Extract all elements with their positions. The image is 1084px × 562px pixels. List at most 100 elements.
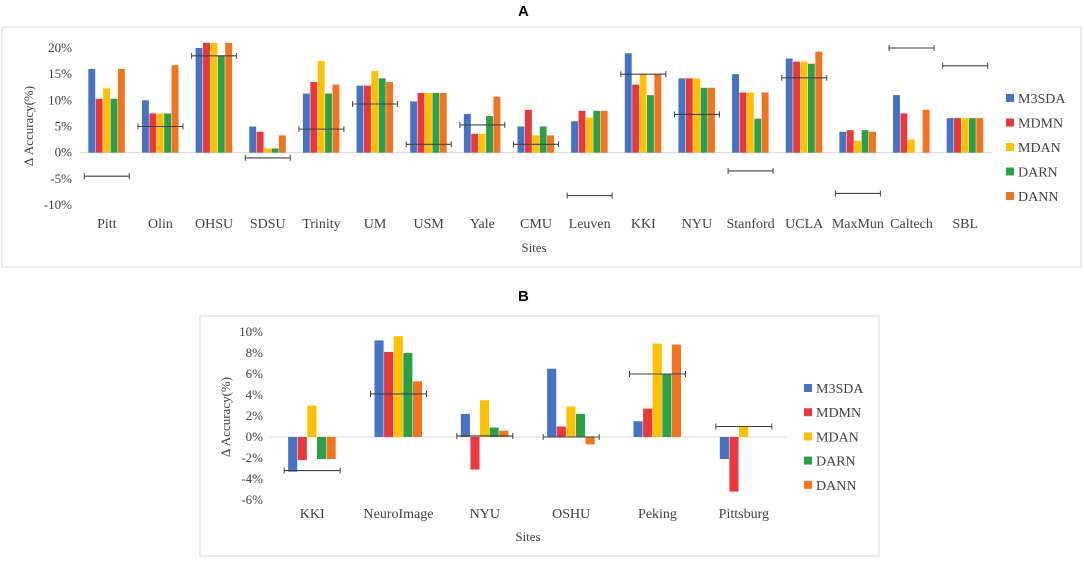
chart-a-category-label: SBL xyxy=(952,217,978,232)
chart-a-category-label: KKI xyxy=(631,217,656,232)
chart-a-bar-dann xyxy=(439,93,447,153)
chart-a-bar-m3sda xyxy=(410,101,418,153)
chart-b-legend-label: DANN xyxy=(816,479,856,494)
chart-a-category-label: UCLA xyxy=(785,217,824,232)
chart-b-bar-dann xyxy=(671,344,681,437)
chart-a-bar-dann xyxy=(171,65,179,153)
chart-a-bar-dann xyxy=(868,131,876,153)
chart-b-frame xyxy=(199,315,880,557)
chart-b-category-label: KKI xyxy=(300,507,325,522)
chart-a-bar-mdmn xyxy=(954,118,961,153)
chart-a-bar-mdmn xyxy=(900,113,908,153)
chart-a-bar-m3sda xyxy=(463,113,471,153)
chart-b-bar-dann xyxy=(326,437,336,460)
chart-a-bar-mdan xyxy=(585,117,593,153)
chart-a-bar-darn xyxy=(968,118,976,153)
chart-a-xlabel: Sites xyxy=(521,240,546,255)
chart-b-bar-mdan xyxy=(307,405,317,437)
chart-a-bar-dann xyxy=(922,109,930,153)
chart-b-bar-m3sda xyxy=(633,421,643,437)
chart-b-bar-darn xyxy=(575,413,586,437)
chart-a-category-label: Leuven xyxy=(569,217,611,232)
chart-a-bar-mdmn xyxy=(363,85,371,153)
chart-a-category-label: Yale xyxy=(470,217,495,232)
chart-b-legend-swatch xyxy=(804,384,812,392)
chart-a-legend-swatch xyxy=(1006,167,1014,176)
chart-a-bar-dann xyxy=(600,110,608,153)
chart-b-category-label: OSHU xyxy=(552,507,590,522)
chart-a-category-label: Pitt xyxy=(97,217,117,232)
chart-a-category-label: CMU xyxy=(520,217,552,232)
chart-b-ytick: 2% xyxy=(246,408,264,423)
chart-a-bar-m3sda xyxy=(571,121,579,153)
chart-a-bar-m3sda xyxy=(195,48,203,153)
chart-b-bar-darn xyxy=(662,374,672,437)
chart-a-bar-mdmn xyxy=(793,61,801,153)
chart-a-legend-label: DANN xyxy=(1018,190,1058,205)
chart-a-bar-mdmn xyxy=(524,109,532,153)
chart-b-ytick: 6% xyxy=(246,366,264,381)
chart-a-bar-mdmn xyxy=(95,98,103,153)
chart-b-bar-mdmn xyxy=(643,408,653,437)
chart-a-bar-m3sda xyxy=(249,126,257,153)
chart-a-bar-mdan xyxy=(103,88,111,153)
chart-a-bar-mdmn xyxy=(471,133,479,153)
chart-b-ytick: 4% xyxy=(246,387,264,402)
chart-b-bar-mdan xyxy=(393,336,403,437)
chart-b-legend-label: M3SDA xyxy=(816,382,864,397)
chart-a-category-label: Trinity xyxy=(302,217,340,232)
chart-a-legend-swatch xyxy=(1006,118,1014,127)
chart-a-category-label: UM xyxy=(364,217,387,232)
chart-a-bar-m3sda xyxy=(893,95,900,153)
chart-a-ytick: -10% xyxy=(44,197,72,212)
chart-a-bar-dann xyxy=(761,92,769,153)
chart-b-ylabel: Δ Accuracy(%) xyxy=(218,377,233,457)
chart-a-bar-mdan xyxy=(746,92,754,153)
chart-a-bar-mdmn xyxy=(632,84,640,153)
chart-a-bar-dann xyxy=(708,87,715,153)
chart-a-bar-darn xyxy=(700,87,708,153)
chart-a-ytick: 0% xyxy=(55,145,73,160)
chart-b-ytick: -2% xyxy=(241,450,263,465)
chart-b-bar-dann xyxy=(585,437,595,445)
chart-b-legend-label: DARN xyxy=(816,455,856,470)
chart-a-legend-swatch xyxy=(1006,192,1014,200)
chart-a-bar-darn xyxy=(325,93,333,153)
chart-b-category-label: NeuroImage xyxy=(364,507,434,522)
chart-a-ylabel: Δ Accuracy(%) xyxy=(21,86,36,166)
chart-a-bar-dann xyxy=(386,82,394,153)
chart-a-bar-m3sda xyxy=(302,93,310,153)
chart-a-category-label: SDSU xyxy=(250,217,286,232)
chart-b-legend-label: MDMN xyxy=(816,406,861,421)
chart-a-bar-darn xyxy=(378,78,386,153)
chart-b-bar-m3sda xyxy=(460,413,470,437)
chart-a-bar-mdan xyxy=(425,93,432,153)
chart-a-bar-darn xyxy=(110,98,118,153)
panel-b-label: B xyxy=(518,288,529,305)
chart-a-bar-mdmn xyxy=(149,113,157,153)
chart-b-ytick: 0% xyxy=(246,429,264,444)
chart-a-category-label: OHSU xyxy=(195,217,233,232)
chart-a-bar-darn xyxy=(217,55,225,153)
chart-a-category-label: Caltech xyxy=(890,217,933,232)
chart-a-bar-dann xyxy=(117,68,125,153)
chart-b-bar-mdan xyxy=(739,426,749,437)
chart-a-bar-darn xyxy=(539,126,547,153)
chart-a-bar-m3sda xyxy=(732,74,739,153)
chart-a-bar-darn xyxy=(646,95,654,153)
chart-b-ytick: -4% xyxy=(241,471,263,486)
chart-a-bar-m3sda xyxy=(678,78,686,153)
chart-a-bar-mdan xyxy=(371,71,379,153)
chart-a-bar-mdan xyxy=(854,140,862,153)
chart-a-bar-mdan xyxy=(317,61,325,153)
chart-b-bar-m3sda xyxy=(374,340,384,437)
chart-b-bar-m3sda xyxy=(547,368,557,437)
chart-a-bar-mdan xyxy=(210,42,218,153)
chart-b-legend-label: MDAN xyxy=(816,430,859,445)
chart-a-bar-m3sda xyxy=(356,85,364,153)
chart-a-bar-dann xyxy=(332,84,340,153)
chart-b-legend-swatch xyxy=(804,480,812,489)
chart-b-bar-darn xyxy=(403,353,413,437)
chart-a-bar-m3sda xyxy=(517,126,525,153)
chart-b-bar-darn xyxy=(489,427,499,437)
